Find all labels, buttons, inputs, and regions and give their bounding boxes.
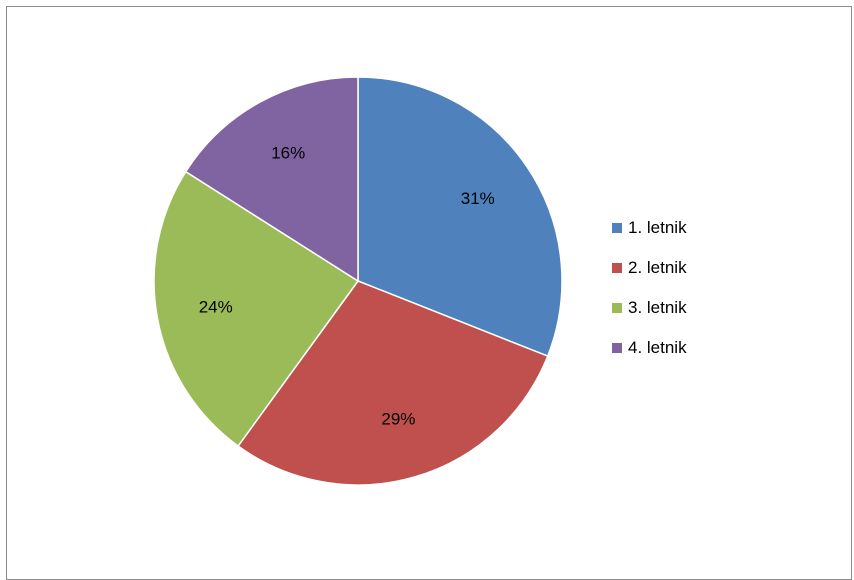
- legend-swatch-1: [612, 223, 622, 233]
- legend-swatch-4: [612, 343, 622, 353]
- legend-label-4: 4. letnik: [628, 338, 687, 357]
- data-label-1: 31%: [461, 189, 495, 208]
- pie-data-labels: 31% 29% 24% 16%: [199, 144, 495, 429]
- pie-slice-3: [153, 170, 360, 448]
- pie-slice-2: [237, 280, 549, 486]
- legend-item-1: 1. letnik: [612, 218, 687, 238]
- pie-slice-4: [184, 76, 359, 283]
- legend-item-3: 3. letnik: [612, 298, 687, 318]
- legend-label-1: 1. letnik: [628, 218, 687, 237]
- legend-swatch-3: [612, 303, 622, 313]
- legend-label-3: 3. letnik: [628, 298, 687, 317]
- data-label-3: 24%: [199, 298, 233, 317]
- pie-slices: [153, 76, 563, 486]
- data-label-4: 16%: [271, 144, 305, 163]
- legend-swatch-2: [612, 263, 622, 273]
- legend-label-2: 2. letnik: [628, 258, 687, 277]
- legend: 1. letnik 2. letnik 3. letnik 4. letnik: [612, 218, 687, 378]
- legend-item-2: 2. letnik: [612, 258, 687, 278]
- data-label-2: 29%: [381, 410, 415, 429]
- legend-item-4: 4. letnik: [612, 338, 687, 358]
- pie-slice-1: [357, 76, 563, 358]
